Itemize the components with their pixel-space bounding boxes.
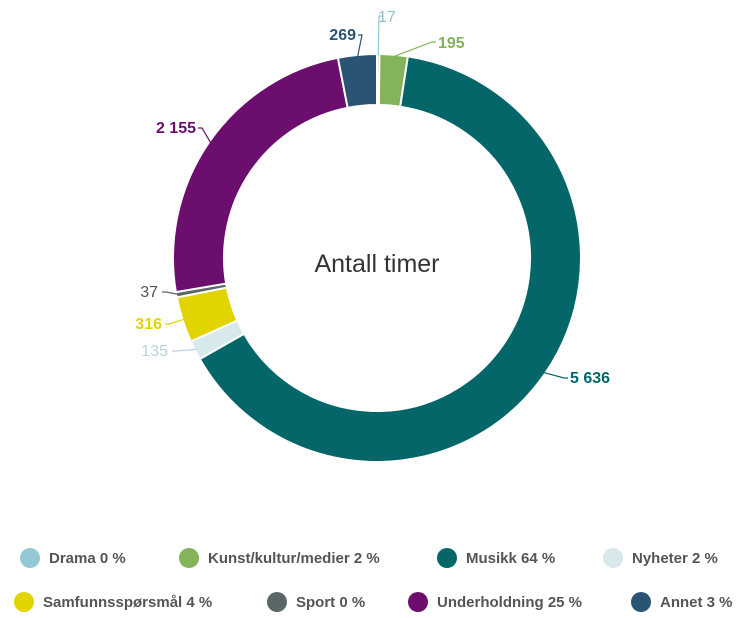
legend-label-annet: Annet 3 % xyxy=(660,593,733,611)
legend-item-drama: Drama 0 % xyxy=(20,548,126,568)
legend-swatch-annet xyxy=(631,592,651,612)
leader-line-samfunn xyxy=(165,318,185,325)
data-label-annet: 269 xyxy=(329,27,356,44)
legend-label-drama: Drama 0 % xyxy=(49,549,126,567)
legend-label-musikk: Musikk 64 % xyxy=(466,549,556,567)
leader-line-sport xyxy=(162,291,179,295)
legend-item-sport: Sport 0 % xyxy=(267,592,365,612)
legend-swatch-kunst xyxy=(179,548,199,568)
legend-item-annet: Annet 3 % xyxy=(631,592,733,612)
legend-swatch-musikk xyxy=(437,548,457,568)
data-label-samfunn: 316 xyxy=(135,316,162,333)
donut-slices xyxy=(172,52,582,463)
legend-item-samfunn: Samfunnsspørsmål 4 % xyxy=(14,592,212,612)
leader-line-kunst xyxy=(393,41,436,58)
legend-swatch-nyheter xyxy=(603,548,623,568)
data-label-drama: 17 xyxy=(378,9,396,26)
legend-swatch-drama xyxy=(20,548,40,568)
legend-label-kunst: Kunst/kultur/medier 2 % xyxy=(208,549,380,567)
leader-line-annet xyxy=(356,34,363,58)
data-labels: 17 195 5 636 135 316 37 2 155 269 xyxy=(135,9,610,387)
legend: Drama 0 % Kunst/kultur/medier 2 % Musikk… xyxy=(0,540,745,618)
leader-line-underholdning xyxy=(198,127,212,144)
legend-label-nyheter: Nyheter 2 % xyxy=(632,549,718,567)
legend-label-samfunn: Samfunnsspørsmål 4 % xyxy=(43,593,213,611)
legend-item-musikk: Musikk 64 % xyxy=(437,548,555,568)
legend-item-nyheter: Nyheter 2 % xyxy=(603,548,718,568)
legend-swatch-underholdning xyxy=(408,592,428,612)
chart-title: Antall timer xyxy=(314,250,439,278)
legend-swatch-sport xyxy=(267,592,287,612)
leader-line-nyheter xyxy=(172,348,197,352)
donut-chart: 17 195 5 636 135 316 37 2 155 269 Antall timer xyxy=(135,9,610,463)
leader-line-drama xyxy=(377,15,383,57)
legend-swatch-samfunn xyxy=(14,592,34,612)
legend-item-underholdning: Underholdning 25 % xyxy=(408,592,582,612)
legend-item-kunst: Kunst/kultur/medier 2 % xyxy=(179,548,380,568)
data-label-nyheter: 135 xyxy=(141,343,168,360)
data-label-musikk: 5 636 xyxy=(570,370,610,387)
data-label-underholdning: 2 155 xyxy=(156,120,196,137)
legend-label-underholdning: Underholdning 25 % xyxy=(437,593,583,611)
data-label-kunst: 195 xyxy=(438,35,465,52)
data-label-sport: 37 xyxy=(140,284,158,301)
slice-musikk xyxy=(198,55,582,463)
legend-label-sport: Sport 0 % xyxy=(296,593,366,611)
slice-annet xyxy=(336,52,378,110)
leader-line-musikk xyxy=(543,371,568,379)
